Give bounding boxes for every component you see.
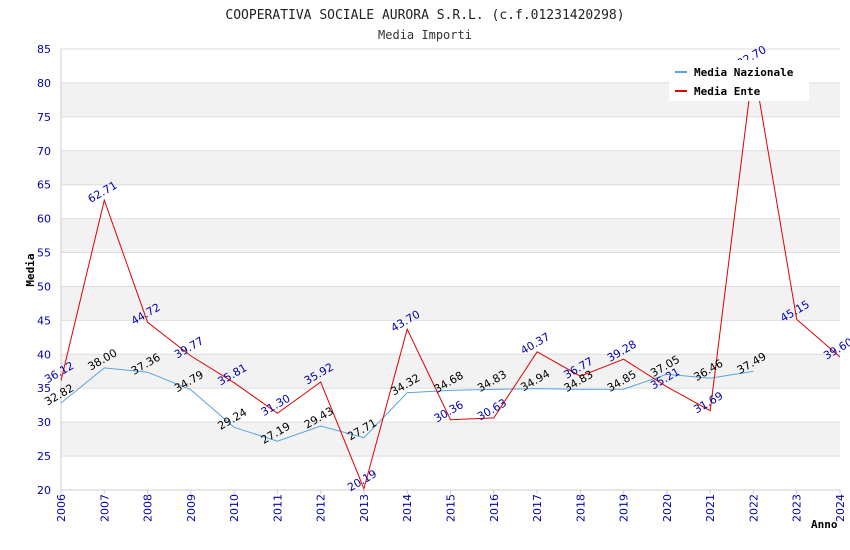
x-tick-label: 2020 [661,494,674,522]
x-tick-label: 2019 [618,494,631,522]
chart-subtitle: Media Importi [378,28,472,42]
x-tick-label: 2022 [747,494,760,522]
legend-box [669,60,809,101]
y-tick-label: 55 [37,247,51,260]
data-label: 40.37 [518,330,552,357]
grid-band [61,354,840,389]
y-axis-label: Media [24,253,37,286]
series-line-media-nazionale [60,367,754,442]
x-tick-label: 2015 [445,494,458,522]
grid-band [61,150,840,185]
x-tick-label: 2012 [315,494,328,522]
y-axis-ticks: 20 25 30 35 40 45 50 55 60 65 70 75 80 85 [37,43,51,497]
y-tick-label: 20 [37,484,51,497]
y-tick-label: 40 [37,348,51,361]
x-tick-label: 2024 [834,494,847,522]
y-tick-label: 25 [37,450,51,463]
data-label: 31.30 [259,392,293,419]
y-tick-label: 45 [37,314,51,327]
legend: Media Nazionale Media Ente [669,60,809,101]
x-tick-label: 2021 [704,494,717,522]
x-tick-label: 2023 [791,494,804,522]
y-tick-label: 35 [37,382,51,395]
x-tick-label: 2006 [55,494,68,522]
x-tick-label: 2009 [185,494,198,522]
x-tick-label: 2017 [531,494,544,522]
data-label: 30.36 [432,398,466,425]
y-tick-label: 70 [37,145,51,158]
series-lines [60,64,841,491]
data-label: 31.69 [692,389,726,416]
x-tick-label: 2016 [488,494,501,522]
x-tick-label: 2011 [271,494,284,522]
grid-band [61,218,840,253]
x-tick-label: 2008 [142,494,155,522]
chart-title: COOPERATIVA SOCIALE AURORA S.R.L. (c.f.0… [225,8,624,23]
y-tick-label: 60 [37,213,51,226]
x-tick-label: 2018 [574,494,587,522]
legend-label: Media Ente [694,85,761,98]
data-label: 30.63 [475,396,509,423]
x-tick-label: 2014 [401,494,414,522]
series-line-media-ente [60,64,841,491]
y-tick-label: 50 [37,280,51,293]
y-tick-label: 30 [37,416,51,429]
x-tick-label: 2010 [228,494,241,522]
grid-band [61,422,840,457]
y-tick-label: 75 [37,111,51,124]
x-tick-label: 2007 [98,494,111,522]
y-tick-label: 80 [37,77,51,90]
legend-label: Media Nazionale [694,66,794,79]
x-tick-label: 2013 [358,494,371,522]
y-tick-label: 65 [37,179,51,192]
x-axis-label: Anno [811,518,838,531]
y-tick-label: 85 [37,43,51,56]
x-axis-ticks: 2006 2007 2008 2009 2010 2011 2012 2013 2014 2015… [55,490,847,522]
grid-band [61,286,840,321]
